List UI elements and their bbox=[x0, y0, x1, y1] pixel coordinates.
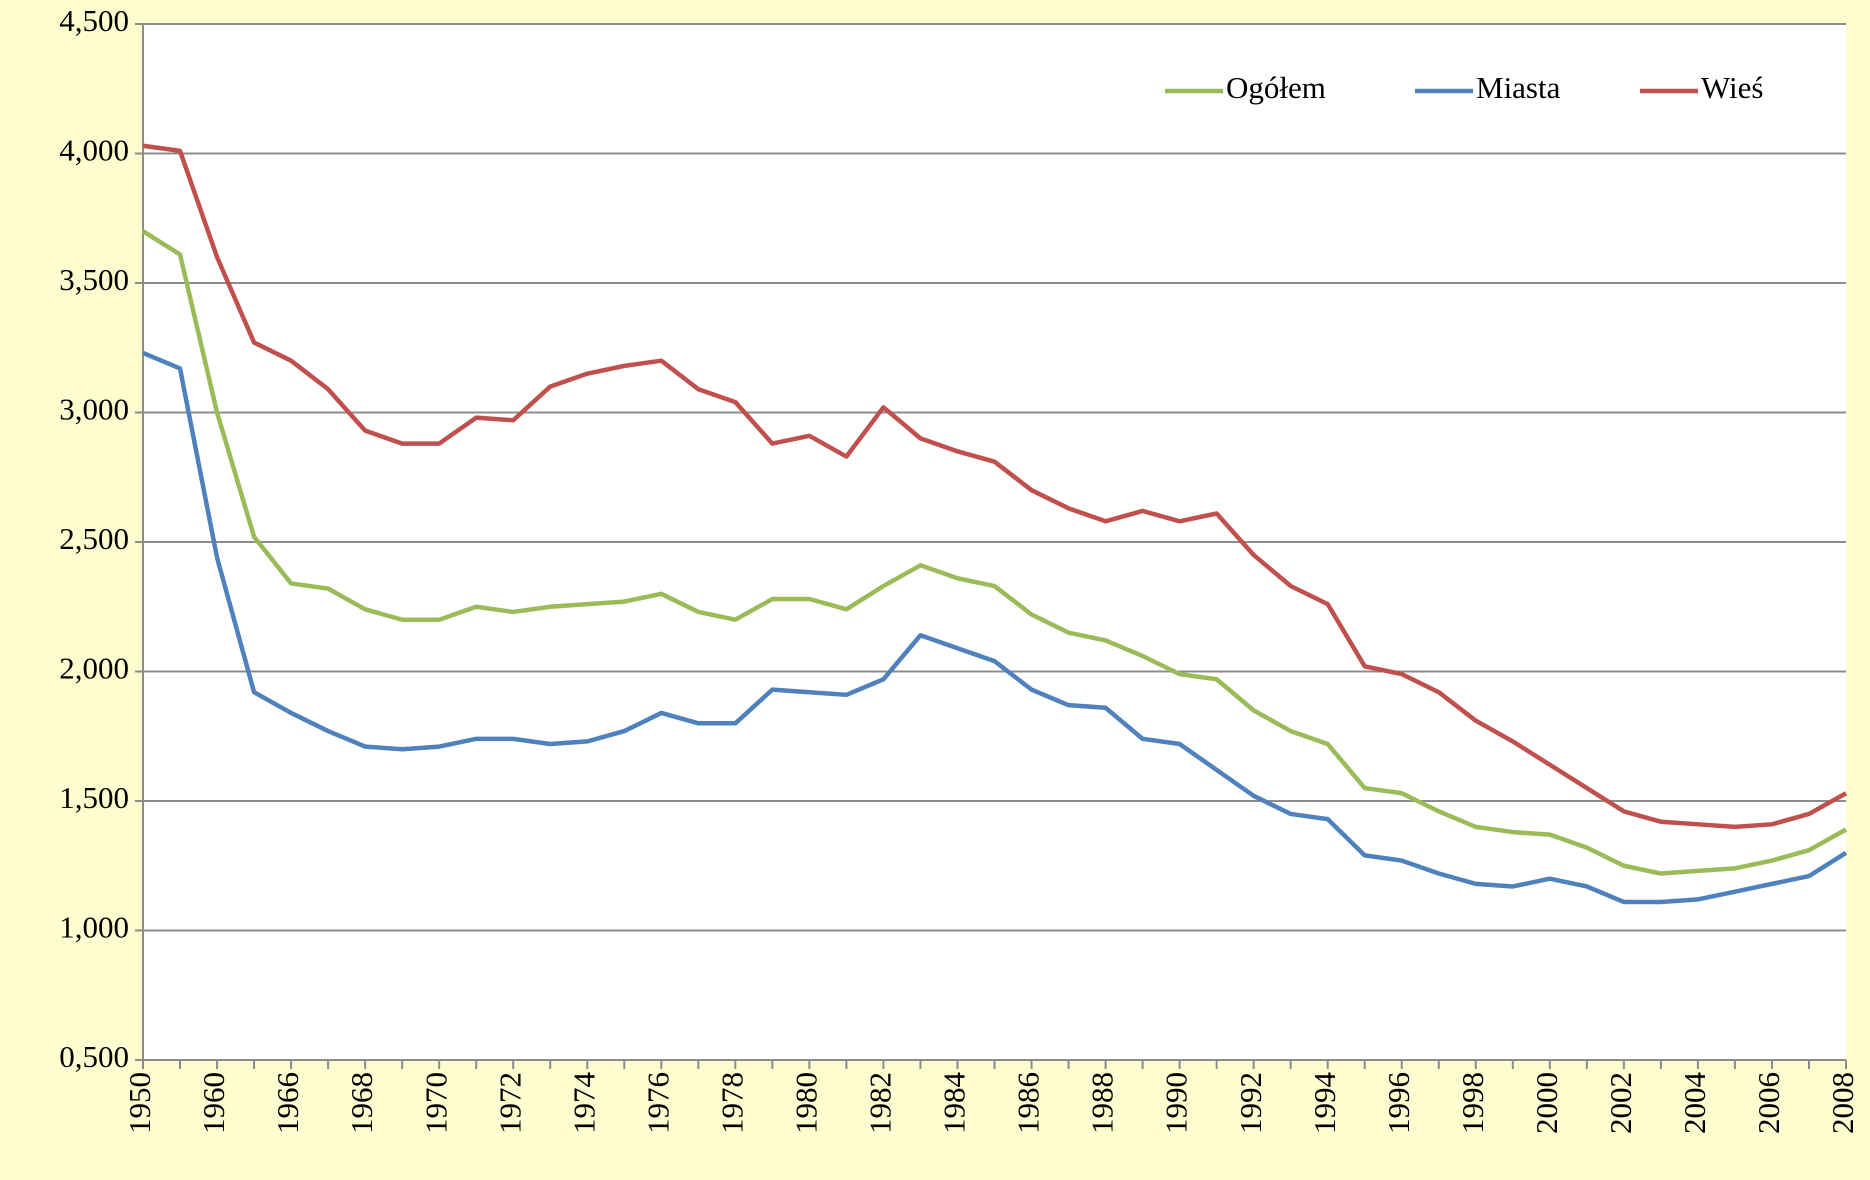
x-tick-label: 1968 bbox=[344, 1072, 379, 1134]
x-tick-label: 2004 bbox=[1677, 1072, 1712, 1135]
y-tick-label: 2,500 bbox=[59, 521, 129, 556]
series-line bbox=[141, 229, 1848, 876]
y-tick-label: 4,500 bbox=[59, 3, 129, 38]
y-tick-label: 1,500 bbox=[59, 780, 129, 815]
x-tick-label: 1950 bbox=[122, 1072, 157, 1134]
x-tick-label: 1986 bbox=[1011, 1072, 1046, 1134]
y-tick-label: 1,000 bbox=[59, 910, 129, 945]
series-line bbox=[142, 143, 1848, 830]
x-tick-label: 1966 bbox=[270, 1072, 305, 1134]
x-tick-label: 2002 bbox=[1603, 1072, 1638, 1134]
y-tick-label: 2,000 bbox=[59, 651, 129, 686]
x-tick-label: 1980 bbox=[789, 1072, 824, 1134]
x-tick-label: 1974 bbox=[566, 1072, 601, 1135]
legend-label: Miasta bbox=[1476, 70, 1561, 105]
y-tick-label: 3,000 bbox=[59, 392, 129, 427]
x-tick-label: 1976 bbox=[640, 1072, 675, 1134]
x-tick-label: 1998 bbox=[1455, 1072, 1490, 1134]
x-tick-label: 1984 bbox=[937, 1072, 972, 1135]
y-tick-label: 4,000 bbox=[59, 133, 129, 168]
x-tick-label: 2008 bbox=[1825, 1072, 1860, 1134]
series-line bbox=[142, 350, 1848, 905]
x-tick-label: 2000 bbox=[1529, 1072, 1564, 1134]
x-tick-label: 1972 bbox=[492, 1072, 527, 1134]
x-tick-label: 1960 bbox=[196, 1072, 231, 1134]
x-tick-label: 1992 bbox=[1233, 1072, 1268, 1134]
x-tick-label: 1982 bbox=[863, 1072, 898, 1134]
y-tick-label: 3,500 bbox=[59, 262, 129, 297]
x-tick-label: 1990 bbox=[1159, 1072, 1194, 1134]
legend-label: Wieś bbox=[1701, 70, 1763, 105]
x-tick-label: 2006 bbox=[1751, 1072, 1786, 1134]
x-tick-label: 1978 bbox=[714, 1072, 749, 1134]
x-tick-label: 1970 bbox=[418, 1072, 453, 1134]
x-tick-label: 1996 bbox=[1381, 1072, 1416, 1134]
legend-label: Ogółem bbox=[1226, 70, 1326, 105]
x-tick-label: 1994 bbox=[1307, 1072, 1342, 1135]
y-tick-label: 0,500 bbox=[59, 1039, 129, 1074]
x-tick-label: 1988 bbox=[1085, 1072, 1120, 1134]
